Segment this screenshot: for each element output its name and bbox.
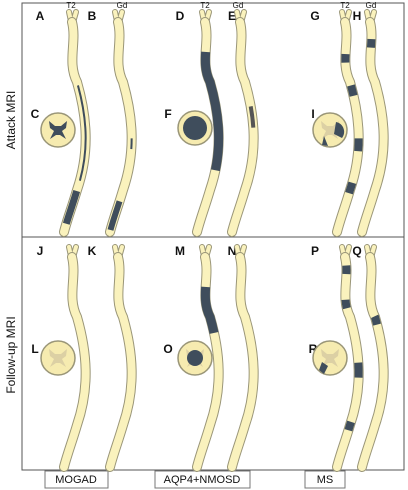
spinal-cord xyxy=(332,244,364,472)
panel-letter: C xyxy=(31,107,40,121)
panel-letter: G xyxy=(310,9,319,23)
panel-letter: Q xyxy=(352,244,361,258)
cord-body xyxy=(358,253,388,471)
lesion xyxy=(192,20,224,234)
spinal-cord xyxy=(59,9,91,237)
lesion xyxy=(63,21,87,233)
spinal-cord xyxy=(357,244,389,472)
cross-section xyxy=(312,112,348,148)
gray-matter xyxy=(49,349,67,367)
panel-letter: M xyxy=(175,244,185,258)
panel-letter: D xyxy=(176,9,185,23)
panel-letter: A xyxy=(36,9,45,23)
cord-body xyxy=(333,18,363,236)
panel-letter: N xyxy=(228,244,237,258)
panel-letter: R xyxy=(309,342,318,356)
lesion xyxy=(183,116,207,140)
sequence-label: T2 xyxy=(200,1,210,10)
lesion xyxy=(60,21,90,233)
cord-body xyxy=(358,18,388,236)
gray-matter xyxy=(321,121,339,139)
spinal-cord xyxy=(332,9,364,237)
lesion xyxy=(319,362,328,374)
cord-body xyxy=(106,18,136,236)
spinal-cord xyxy=(59,244,91,472)
panel-letter: L xyxy=(31,342,38,356)
panel-letter: I xyxy=(311,107,314,121)
panel-letter: E xyxy=(228,9,236,23)
cross-section xyxy=(312,340,348,376)
panel-letter: P xyxy=(311,244,319,258)
spinal-cord xyxy=(192,9,224,237)
row-label: Follow-up MRI xyxy=(4,316,18,393)
lesion xyxy=(322,136,328,146)
lesion xyxy=(187,350,203,366)
panel-letter: J xyxy=(37,244,44,258)
column-label: AQP4+NMOSD xyxy=(164,474,241,486)
cross-section xyxy=(177,110,213,146)
cross-section xyxy=(40,340,76,376)
panel-letter: K xyxy=(88,244,97,258)
column-label: MS xyxy=(317,474,334,486)
lesion xyxy=(334,122,345,138)
cord-body xyxy=(228,253,258,471)
spinal-cord xyxy=(105,244,137,472)
sequence-label: T2 xyxy=(66,1,76,10)
sequence-label: Gd xyxy=(366,1,377,10)
sequence-label: T2 xyxy=(340,1,350,10)
sequence-label: Gd xyxy=(233,1,244,10)
cross-section xyxy=(177,340,213,376)
cross-section xyxy=(40,112,76,148)
cord-body xyxy=(228,18,258,236)
spinal-cord xyxy=(227,9,259,237)
panel-letter: B xyxy=(88,9,97,23)
panel-letter: F xyxy=(164,107,171,121)
cord-body xyxy=(60,253,90,471)
spinal-cord xyxy=(227,244,259,472)
sequence-label: Gd xyxy=(117,1,128,10)
column-box xyxy=(154,470,251,489)
panel-letter: O xyxy=(163,342,172,356)
cord-body xyxy=(106,253,136,471)
spinal-cord xyxy=(192,244,224,472)
lesion xyxy=(107,21,135,233)
lesion xyxy=(333,256,363,468)
panel-letter: H xyxy=(353,9,362,23)
gray-matter xyxy=(49,121,67,139)
spinal-cord xyxy=(105,9,137,237)
spinal-cord xyxy=(357,9,389,237)
column-box xyxy=(304,470,346,489)
column-box xyxy=(44,470,109,489)
row-label: Attack MRI xyxy=(4,91,18,150)
column-label: MOGAD xyxy=(55,474,97,486)
lesion xyxy=(192,255,224,469)
gray-matter xyxy=(321,349,339,367)
